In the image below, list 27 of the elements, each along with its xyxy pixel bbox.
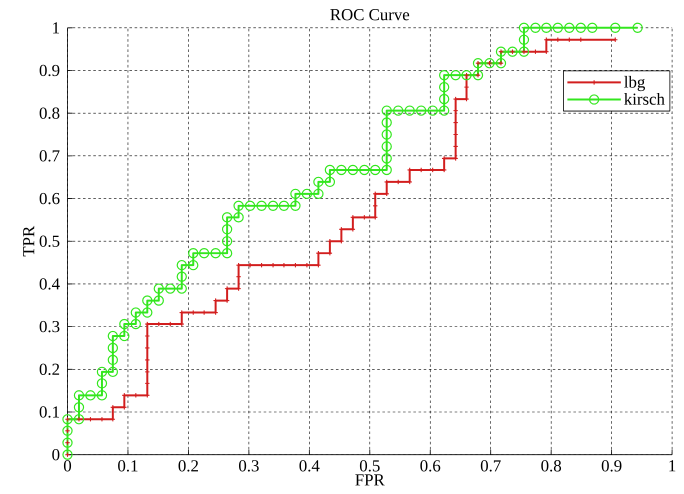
x-tick-label: 0.6 (420, 460, 440, 472)
x-axis-title: FPR (355, 474, 385, 486)
x-tick-label: 0.8 (541, 460, 562, 472)
y-tick-label: 0.7 (40, 150, 60, 162)
y-axis-title: TPR (23, 226, 34, 256)
x-tick-label: 0.2 (178, 460, 198, 472)
x-tick-label: 0.1 (118, 460, 138, 472)
x-tick-label: 0.7 (480, 460, 501, 472)
y-tick-label: 0.5 (40, 235, 60, 247)
y-tick-label: 0.3 (40, 320, 60, 332)
x-tick-label: 0.9 (602, 460, 622, 472)
legend-label: lbg (624, 76, 645, 91)
chart-title: ROC Curve (330, 8, 410, 20)
y-tick-label: 0 (52, 448, 60, 460)
y-tick-label: 0.1 (40, 406, 60, 418)
y-tick-label: 0.2 (40, 363, 60, 375)
x-tick-label: 0.4 (299, 460, 320, 472)
y-tick-label: 0.9 (40, 64, 60, 76)
x-tick-label: 0.5 (360, 460, 380, 472)
legend-label: kirsch (624, 92, 665, 105)
x-tick-label: 1 (669, 460, 676, 472)
x-tick-label: 0.3 (239, 460, 259, 472)
y-tick-label: 0.8 (40, 107, 60, 119)
y-tick-label: 0.6 (40, 192, 60, 204)
y-tick-label: 0.4 (40, 278, 60, 290)
y-tick-label: 1 (53, 22, 60, 34)
x-tick-label: 0 (64, 460, 72, 472)
